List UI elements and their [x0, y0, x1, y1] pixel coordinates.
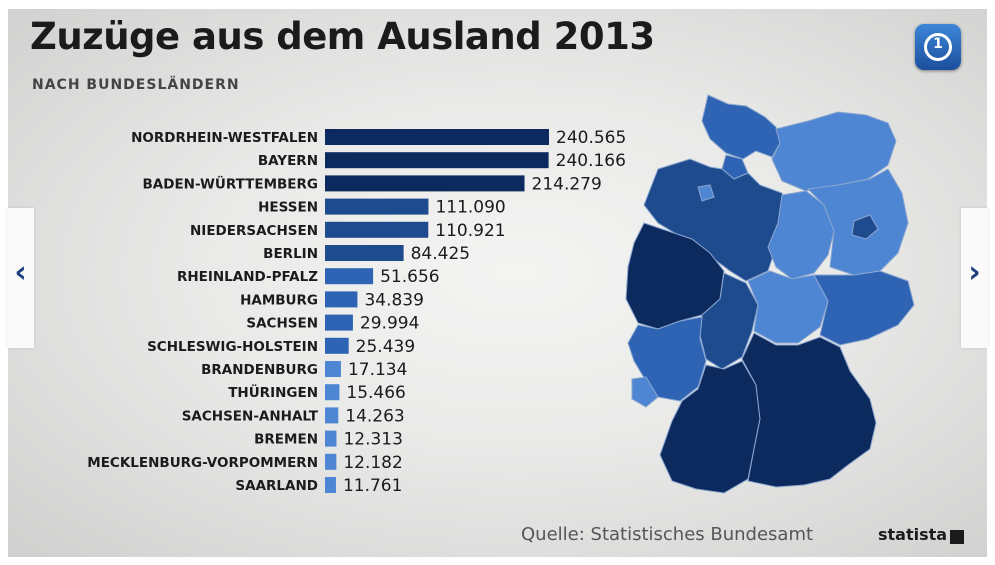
- value-label: 12.182: [343, 453, 402, 473]
- value-label: 84.425: [411, 244, 470, 264]
- map-region-sachsen-anhalt: [767, 190, 835, 280]
- infographic: Zuzüge aus dem Ausland 2013 NACH BUNDESL…: [8, 9, 987, 557]
- category-label: BRANDENBURG: [201, 362, 318, 378]
- category-label: BADEN-WÜRTTEMBERG: [143, 174, 318, 192]
- category-label: HAMBURG: [240, 292, 318, 308]
- value-label: 15.466: [346, 383, 405, 403]
- value-label: 240.565: [556, 128, 626, 148]
- bar: [325, 245, 404, 261]
- category-label: SACHSEN: [246, 316, 318, 332]
- map-region-sachsen: [813, 270, 915, 346]
- map-region-thueringen: [747, 270, 829, 344]
- category-label: BREMEN: [254, 432, 318, 448]
- value-label: 12.313: [343, 430, 402, 450]
- map-region-mecklenburg-vorpommern: [771, 111, 897, 192]
- bar: [325, 175, 525, 192]
- category-label: NIEDERSACHSEN: [190, 223, 318, 239]
- bar: [325, 477, 336, 493]
- value-label: 111.090: [435, 198, 505, 218]
- chevron-right-icon[interactable]: ›: [968, 255, 981, 290]
- next-slide-button[interactable]: ›: [961, 208, 988, 348]
- map-region-bremen: [697, 184, 715, 202]
- category-label: SACHSEN-ANHALT: [182, 408, 319, 424]
- value-label: 17.134: [348, 360, 407, 380]
- map-region-bayern: [741, 332, 877, 488]
- value-label: 110.921: [435, 221, 505, 241]
- category-label: BERLIN: [263, 246, 318, 262]
- value-label: 14.263: [345, 406, 404, 426]
- category-label: RHEINLAND-PFALZ: [177, 269, 318, 285]
- chevron-left-icon[interactable]: ‹: [14, 255, 27, 290]
- category-label: HESSEN: [258, 200, 318, 216]
- value-label: 34.839: [364, 290, 423, 310]
- value-label: 25.439: [356, 337, 415, 357]
- category-label: SAARLAND: [235, 478, 318, 494]
- map-region-saarland: [631, 376, 659, 408]
- bar: [325, 129, 549, 145]
- bar: [325, 221, 429, 238]
- germany-map: [625, 94, 915, 494]
- bar: [325, 361, 341, 377]
- bar: [325, 384, 340, 401]
- value-label: 240.166: [556, 151, 626, 171]
- ard-logo-icon: 1: [915, 24, 961, 70]
- map-region-nordrhein-westfalen: [625, 222, 725, 330]
- category-label: THÜRINGEN: [228, 383, 318, 401]
- map-regions: [625, 94, 915, 494]
- bar: [325, 337, 349, 354]
- value-label: 51.656: [380, 267, 439, 287]
- bar: [325, 198, 429, 215]
- statista-logo-icon: [950, 530, 964, 544]
- logo-ring: [924, 33, 952, 61]
- category-label: MECKLENBURG-VORPOMMERN: [87, 455, 318, 471]
- bar: [325, 152, 549, 169]
- bar: [325, 430, 337, 447]
- logo-number: 1: [933, 36, 943, 52]
- bar: [325, 314, 353, 331]
- value-label: 214.279: [532, 174, 602, 194]
- category-label: BAYERN: [258, 153, 318, 169]
- prev-slide-button[interactable]: ‹: [7, 208, 34, 348]
- bar: [325, 291, 358, 308]
- map-region-berlin: [851, 214, 879, 240]
- category-label: NORDRHEIN-WESTFALEN: [131, 130, 318, 146]
- value-label: 11.761: [343, 476, 402, 496]
- map-region-schleswig-holstein: [701, 94, 781, 160]
- value-label: 29.994: [360, 314, 419, 334]
- bar: [325, 407, 339, 424]
- bar: [325, 268, 374, 285]
- source-note: Quelle: Statistisches Bundesamt: [521, 524, 814, 545]
- category-label: SCHLESWIG-HOLSTEIN: [147, 339, 318, 355]
- bar-chart: NORDRHEIN-WESTFALEN 240.565 BAYERN 240.166 B…: [87, 128, 626, 496]
- chart-title: Zuzüge aus dem Ausland 2013: [30, 15, 655, 58]
- bar: [325, 453, 337, 470]
- chart-subtitle: NACH BUNDESLÄNDERN: [32, 77, 240, 93]
- statista-logo: statista: [878, 525, 948, 544]
